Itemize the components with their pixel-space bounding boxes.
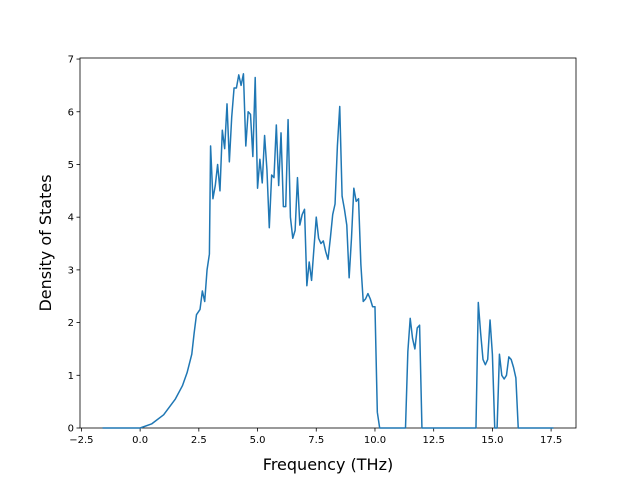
y-tick-label: 3 — [68, 265, 74, 276]
x-tick-label: −2.5 — [69, 435, 93, 446]
x-tick-label: 7.5 — [308, 435, 324, 446]
y-tick-label: 2 — [68, 318, 74, 329]
y-tick-label: 0 — [68, 424, 74, 435]
x-tick-label: 10.0 — [364, 435, 386, 446]
x-tick-label: 17.5 — [540, 435, 562, 446]
y-tick-label: 4 — [68, 213, 74, 224]
y-axis-label: Density of States — [36, 174, 55, 311]
y-tick-label: 6 — [68, 107, 74, 118]
y-tick-label: 1 — [68, 371, 74, 382]
y-tick-label: 5 — [68, 160, 74, 171]
x-tick-label: 2.5 — [191, 435, 207, 446]
x-tick-label: 0.0 — [132, 435, 148, 446]
plot-frame — [79, 57, 577, 429]
x-tick-label: 15.0 — [481, 435, 503, 446]
x-axis-label: Frequency (THz) — [263, 455, 393, 474]
x-tick-label: 5.0 — [250, 435, 266, 446]
data-line — [102, 73, 554, 429]
y-tick-label: 7 — [68, 55, 74, 66]
x-tick-label: 12.5 — [423, 435, 445, 446]
